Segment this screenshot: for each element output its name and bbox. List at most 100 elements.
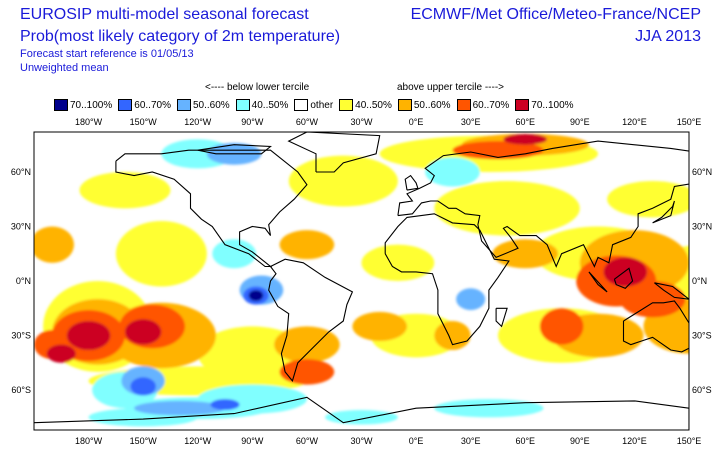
- map-frame: [33, 131, 690, 431]
- probability-region: [279, 359, 335, 385]
- coastline: [268, 258, 354, 383]
- lon-tick-label: 30°W: [350, 436, 373, 446]
- lon-tick-label: 150°E: [677, 436, 702, 446]
- legend-swatch: [54, 99, 68, 111]
- legend-label: 60..70%: [134, 99, 171, 111]
- lon-tick-label: 60°W: [296, 436, 319, 446]
- lat-tick-label: 0°N: [692, 276, 707, 286]
- legend-label: 70..100%: [70, 99, 113, 111]
- lon-tick-label: 60°W: [296, 117, 319, 127]
- probability-region: [492, 239, 558, 269]
- lat-tick-label: 30°N: [11, 221, 31, 231]
- lon-tick-label: 0°E: [409, 436, 424, 446]
- coastline: [115, 149, 308, 268]
- legend-swatch: [397, 99, 412, 111]
- coastline: [197, 144, 272, 155]
- lon-tick-label: 120°E: [622, 436, 647, 446]
- probability-region: [210, 399, 240, 411]
- legend-item: 40..50%: [339, 99, 392, 111]
- lon-tick-label: 180°W: [75, 117, 103, 127]
- probability-region: [46, 344, 76, 363]
- lon-tick-label: 90°W: [241, 436, 264, 446]
- probability-region: [619, 281, 686, 318]
- season-label: JJA 2013: [635, 28, 701, 45]
- probability-region: [539, 308, 584, 345]
- lon-tick-label: 90°E: [570, 436, 590, 446]
- lon-tick-label: 150°E: [677, 117, 702, 127]
- lat-tick-label: 60°N: [11, 167, 31, 177]
- probability-region: [361, 244, 435, 281]
- lat-tick-label: 30°S: [11, 331, 31, 341]
- probability-region: [434, 181, 580, 236]
- coastline: [613, 267, 634, 289]
- legend-item: 60..70%: [456, 99, 510, 111]
- probability-region: [274, 326, 340, 363]
- coastline: [622, 300, 689, 353]
- centres-label: ECMWF/Met Office/Meteo-France/NCEP: [410, 6, 701, 23]
- lon-tick-label: 30°E: [461, 436, 481, 446]
- legend-item: 70..100%: [54, 99, 112, 111]
- legend-swatch: [456, 99, 471, 111]
- probability-region: [425, 157, 480, 187]
- title-line1: EUROSIP multi-model seasonal forecast: [20, 6, 309, 23]
- probability-region: [603, 257, 648, 287]
- legend-label: 60..70%: [472, 99, 510, 111]
- probability-region: [115, 221, 207, 287]
- coastline: [34, 396, 689, 430]
- lon-tick-label: 60°E: [515, 436, 535, 446]
- legend-item: 70..100%: [515, 99, 574, 111]
- probability-region: [34, 226, 75, 263]
- probability-region: [503, 133, 548, 145]
- coastline: [588, 271, 608, 293]
- probability-region: [434, 399, 544, 418]
- probability-region: [248, 290, 264, 301]
- legend-item: other: [294, 99, 333, 111]
- probability-region: [456, 288, 486, 311]
- legend-item: 50..60%: [176, 99, 230, 111]
- title-line2: Prob(most likely category of 2m temperat…: [20, 28, 341, 45]
- lon-tick-label: 90°E: [570, 117, 590, 127]
- legend-swatch: [235, 99, 250, 111]
- lat-tick-label: 60°S: [692, 385, 712, 395]
- lat-tick-label: 0°N: [16, 276, 31, 286]
- lat-tick-label: 30°N: [692, 221, 712, 231]
- probability-region: [325, 410, 398, 425]
- lon-tick-label: 120°E: [622, 117, 647, 127]
- below-tercile-label: <---- below lower tercile: [205, 82, 310, 93]
- above-tercile-label: above upper tercile ---->: [397, 82, 504, 93]
- probability-region: [352, 311, 407, 341]
- probability-region: [279, 230, 335, 260]
- coastline: [287, 132, 381, 173]
- coastline: [404, 174, 419, 191]
- probability-region: [434, 320, 471, 351]
- lon-tick-label: 0°E: [409, 117, 424, 127]
- legend-swatch: [339, 99, 354, 111]
- legend-label: 40..50%: [355, 99, 392, 111]
- coastline: [384, 213, 510, 346]
- legend-item: 40..50%: [235, 99, 288, 111]
- lon-tick-label: 120°W: [184, 436, 212, 446]
- lat-tick-label: 60°S: [11, 385, 31, 395]
- legend-label: 50..60%: [192, 99, 230, 111]
- probability-region: [212, 239, 256, 269]
- legend-label: 50..60%: [413, 99, 451, 111]
- coastline: [652, 200, 675, 224]
- lon-tick-label: 90°W: [241, 117, 264, 127]
- lon-tick-label: 120°W: [184, 117, 212, 127]
- lon-tick-label: 30°W: [350, 117, 373, 127]
- legend-swatch: [118, 99, 133, 111]
- probability-region: [124, 319, 162, 345]
- legend-label: other: [310, 99, 334, 111]
- probability-region: [130, 377, 156, 396]
- mean-type: Unweighted mean: [20, 62, 109, 74]
- lon-tick-label: 30°E: [461, 117, 481, 127]
- legend-swatch: [294, 99, 309, 111]
- lon-tick-label: 180°W: [75, 436, 103, 446]
- coastline: [397, 140, 689, 268]
- probability-region: [79, 171, 171, 209]
- lon-tick-label: 150°W: [130, 436, 158, 446]
- legend-item: 50..60%: [397, 99, 451, 111]
- lon-tick-label: 60°E: [515, 117, 535, 127]
- lat-tick-label: 60°N: [692, 167, 712, 177]
- lat-tick-label: 30°S: [692, 331, 712, 341]
